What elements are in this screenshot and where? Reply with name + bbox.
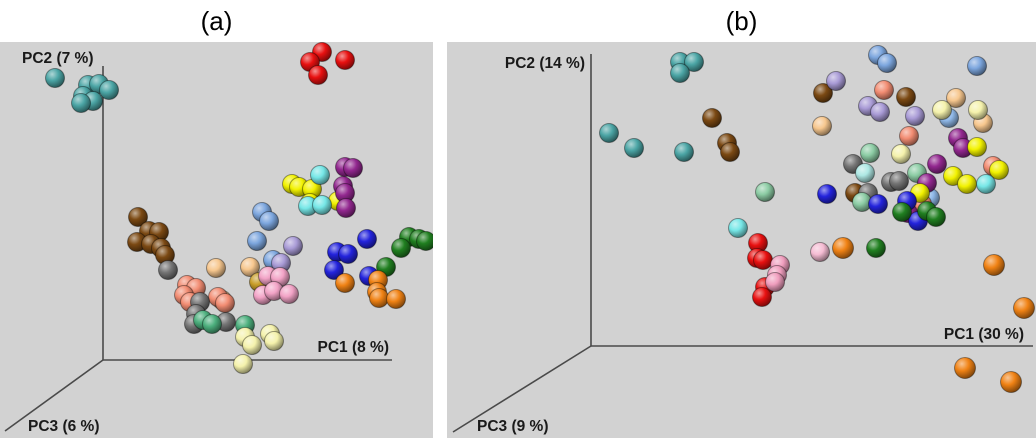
data-point-group-orange [1000,371,1022,393]
title-gap [433,0,447,42]
scatter-plot-a: PC1 (8 %) PC2 (7 %) PC3 (6 %) [0,42,433,438]
data-point-group-teal [599,123,619,143]
data-point-group-paleturquoise [855,163,875,183]
data-point-group-tan [240,257,260,277]
data-point-group-lightpink [810,242,830,262]
pc2-axis-label-b: PC2 (14 %) [505,55,585,72]
data-point-group-brown [813,83,833,103]
data-point-group-blue [324,260,344,280]
pc1-axis-label-a: PC1 (8 %) [318,339,390,356]
data-point-group-cyan [728,218,748,238]
data-point-group-cyan [976,174,996,194]
data-point-group-darkgreen [892,202,912,222]
data-point-group-khaki [233,354,253,374]
data-point-group-salmon [899,126,919,146]
data-point-group-pink [765,272,785,292]
data-point-group-tan [812,116,832,136]
data-point-group-salmon [215,293,235,313]
data-point-group-cornflower [877,53,897,73]
data-point-group-tan [206,258,226,278]
panel-a-plot: PC1 (8 %) PC2 (7 %) PC3 (6 %) [0,42,433,438]
data-point-group-lavender [905,106,925,126]
data-point-group-brown [702,108,722,128]
data-point-group-orange [369,288,389,308]
data-point-group-pink [279,284,299,304]
data-point-group-khaki [968,100,988,120]
data-point-group-orange [832,237,854,259]
panel-a-title: (a) [200,6,233,36]
data-point-group-palegreen [860,143,880,163]
data-point-group-brown [896,87,916,107]
data-point-group-khaki [891,144,911,164]
scatter-plot-b: PC1 (30 %) PC2 (14 %) PC3 (9 %) [447,42,1036,438]
panel-b-title: (b) [725,6,758,36]
data-point-group-lavender [826,71,846,91]
data-point-group-purple [927,154,947,174]
pc3-axis-label-b: PC3 (9 %) [477,418,549,435]
data-point-group-orange [954,357,976,379]
data-point-group-yellow [967,137,987,157]
data-point-group-orange [983,254,1005,276]
data-point-group-red [308,65,328,85]
data-point-group-orange [386,289,406,309]
data-point-group-blue [338,244,358,264]
panels: PC1 (8 %) PC2 (7 %) PC3 (6 %) PC1 (30 %) PC… [0,42,1036,438]
data-point-group-cyan [310,165,330,185]
data-point-group-palegreen [755,182,775,202]
data-point-group-darkgreen [416,231,433,251]
data-point-group-orange [1013,297,1035,319]
data-point-group-blue [817,184,837,204]
data-point-group-gray [889,171,909,191]
data-point-group-teal [674,142,694,162]
data-point-group-teal [624,138,644,158]
pc3-axis-b [452,345,592,433]
data-point-group-cornflower [247,231,267,251]
figure-titles: (a) (b) [0,0,1036,42]
data-point-group-teal [45,68,65,88]
data-point-group-teal [684,52,704,72]
data-point-group-brown [128,207,148,227]
data-point-group-salmon [874,80,894,100]
data-point-group-teal [670,63,690,83]
data-point-group-lavender [870,102,890,122]
pc3-axis-a [4,359,104,432]
data-point-group-cyan [312,195,332,215]
data-point-group-brown [720,142,740,162]
data-point-group-purple [343,158,363,178]
data-point-group-yellow [989,160,1009,180]
data-point-group-orange [335,273,355,293]
data-point-group-darkgreen [926,207,946,227]
data-point-group-gray [158,260,178,280]
data-point-group-darkgreen [866,238,886,258]
data-point-group-tan [946,88,966,108]
data-point-group-teal [71,93,91,113]
data-point-group-cornflower [259,211,279,231]
data-point-group-seagreen [202,314,222,334]
data-point-group-khaki [242,335,262,355]
data-point-group-blue [357,229,377,249]
data-point-group-cornflower [967,56,987,76]
data-point-group-khaki [264,331,284,351]
data-point-group-yellow [957,174,977,194]
data-point-group-red [753,250,773,270]
data-point-group-darkgreen [391,238,411,258]
panel-gap [433,42,447,438]
pc1-axis-label-b: PC1 (30 %) [944,326,1024,343]
pc2-axis-label-a: PC2 (7 %) [22,50,94,67]
data-point-group-purple [336,198,356,218]
data-point-group-blue [868,194,888,214]
data-point-group-red [335,50,355,70]
pc3-axis-label-a: PC3 (6 %) [28,418,100,435]
data-point-group-khaki [932,100,952,120]
data-point-group-teal [99,80,119,100]
data-point-group-red [752,287,772,307]
data-point-group-lavender [283,236,303,256]
panel-b-plot: PC1 (30 %) PC2 (14 %) PC3 (9 %) [447,42,1036,438]
